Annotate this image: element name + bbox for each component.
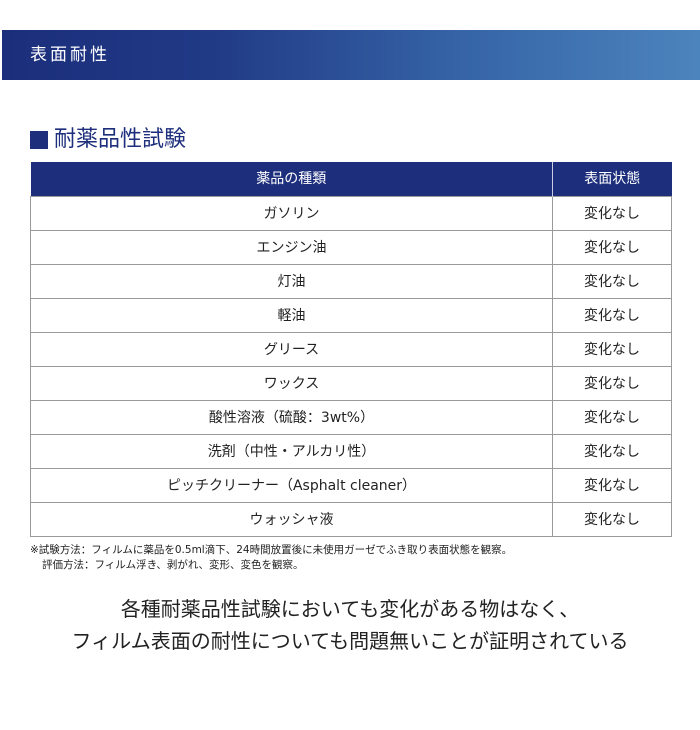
conclusion: 各種耐薬品性試験においても変化がある物はなく、 フィルム表面の耐性についても問題… — [30, 593, 672, 657]
table-row: 軽油 変化なし — [30, 298, 672, 333]
table-row: グリース 変化なし — [30, 332, 672, 367]
chemical-name-cell: ガソリン — [30, 196, 553, 231]
table-header-row: 薬品の種類 表面状態 — [30, 162, 672, 197]
chemical-name-cell: ワックス — [30, 366, 553, 401]
surface-state-cell: 変化なし — [552, 196, 672, 231]
surface-state-cell: 変化なし — [552, 502, 672, 537]
conclusion-line-2: フィルム表面の耐性についても問題無いことが証明されている — [71, 629, 629, 653]
note-test-method: ※試験方法：フィルムに薬品を0.5ml滴下、24時間放置後に未使用ガーゼでふき取… — [30, 544, 513, 556]
surface-state-cell: 変化なし — [552, 332, 672, 367]
table-row: ガソリン 変化なし — [30, 196, 672, 231]
chemical-name-cell: エンジン油 — [30, 230, 553, 265]
column-header-chemical: 薬品の種類 — [30, 162, 553, 197]
conclusion-line-1: 各種耐薬品性試験においても変化がある物はなく、 — [120, 597, 580, 621]
table-row: 洗剤（中性・アルカリ性） 変化なし — [30, 434, 672, 469]
chemical-name-cell: 軽油 — [30, 298, 553, 333]
table-row: ウォッシャ液 変化なし — [30, 502, 672, 537]
chemical-name-cell: 酸性溶液（硫酸：3wt%） — [30, 400, 553, 435]
chemical-resistance-table: 薬品の種類 表面状態 ガソリン 変化なし エンジン油 変化なし 灯油 変化なし 軽油 変化なし… — [30, 162, 672, 537]
section-title-text: 耐薬品性試験 — [54, 127, 187, 152]
table-row: 酸性溶液（硫酸：3wt%） 変化なし — [30, 400, 672, 435]
table-row: ピッチクリーナー（Asphalt cleaner） 変化なし — [30, 468, 672, 503]
test-notes: ※試験方法：フィルムに薬品を0.5ml滴下、24時間放置後に未使用ガーゼでふき取… — [30, 543, 672, 573]
note-evaluation-method: 評価方法：フィルム浮き、剥がれ、変形、変色を観察。 — [42, 559, 304, 571]
column-header-surface: 表面状態 — [552, 162, 672, 197]
chemical-name-cell: 灯油 — [30, 264, 553, 299]
surface-state-cell: 変化なし — [552, 230, 672, 265]
surface-state-cell: 変化なし — [552, 400, 672, 435]
table-row: エンジン油 変化なし — [30, 230, 672, 265]
square-bullet-icon — [30, 131, 48, 149]
surface-state-cell: 変化なし — [552, 434, 672, 469]
table-row: 灯油 変化なし — [30, 264, 672, 299]
chemical-name-cell: グリース — [30, 332, 553, 367]
chemical-name-cell: 洗剤（中性・アルカリ性） — [30, 434, 553, 469]
section-title: 耐薬品性試験 — [30, 124, 672, 156]
surface-state-cell: 変化なし — [552, 298, 672, 333]
surface-state-cell: 変化なし — [552, 264, 672, 299]
surface-state-cell: 変化なし — [552, 468, 672, 503]
main-content: 耐薬品性試験 薬品の種類 表面状態 ガソリン 変化なし エンジン油 変化なし 灯油 変化な… — [0, 124, 700, 657]
table-body: ガソリン 変化なし エンジン油 変化なし 灯油 変化なし 軽油 変化なし グリース 変化なし ワック… — [30, 196, 672, 537]
banner-title: 表面耐性 — [30, 45, 110, 65]
surface-state-cell: 変化なし — [552, 366, 672, 401]
header-banner: 表面耐性 — [2, 30, 700, 80]
table-row: ワックス 変化なし — [30, 366, 672, 401]
chemical-name-cell: ピッチクリーナー（Asphalt cleaner） — [30, 468, 553, 503]
chemical-name-cell: ウォッシャ液 — [30, 502, 553, 537]
